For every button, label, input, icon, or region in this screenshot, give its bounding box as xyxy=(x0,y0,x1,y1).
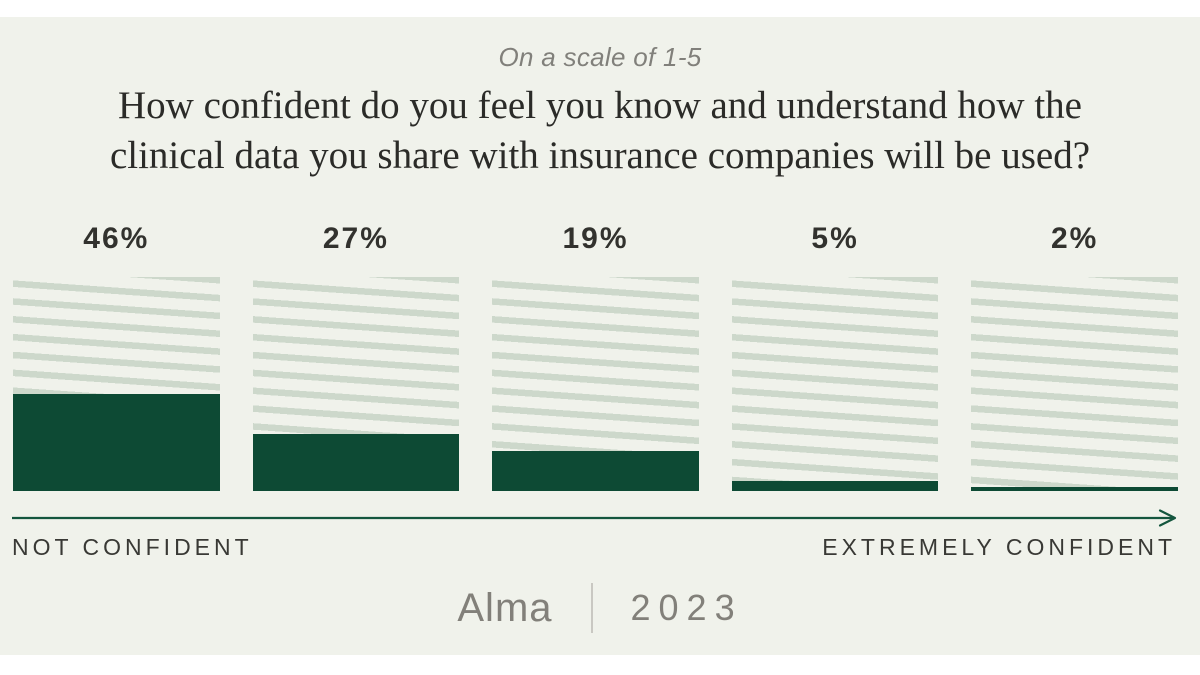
chart-subtitle: On a scale of 1-5 xyxy=(498,42,702,72)
footer-year: 2023 xyxy=(630,587,743,628)
bar-value-label: 2% xyxy=(1050,222,1099,255)
chart-title: How confident do you feel you know and u… xyxy=(0,81,1200,181)
footer: Alma 2023 xyxy=(0,583,1200,633)
bar-fill xyxy=(252,434,460,491)
brand-logo: Alma xyxy=(457,585,553,630)
chart-canvas: On a scale of 1-5 How confident do you f… xyxy=(0,17,1200,655)
bar-track xyxy=(13,277,220,491)
axis-labels: NOT CONFIDENT EXTREMELY CONFIDENT xyxy=(12,533,1176,561)
axis-label-right: EXTREMELY CONFIDENT xyxy=(822,534,1176,560)
bar-fill xyxy=(492,451,699,491)
bar-group: 27% xyxy=(252,221,460,491)
axis-arrow xyxy=(12,509,1178,527)
bar-fill xyxy=(731,480,939,491)
bar-fill xyxy=(13,394,220,491)
bar-group: 5% xyxy=(731,221,939,491)
chart-title-line-2: clinical data you share with insurance c… xyxy=(109,134,1091,177)
arrow-right-icon xyxy=(12,509,1177,527)
bar-group: 19% xyxy=(492,221,699,491)
bar-track xyxy=(492,277,699,491)
bar-track xyxy=(731,277,939,491)
bar-group: 46% xyxy=(13,221,220,491)
axis-label-left: NOT CONFIDENT xyxy=(12,534,253,560)
bar-value-label: 46% xyxy=(83,222,150,255)
bar-group: 2% xyxy=(971,221,1178,491)
bar-value-label: 27% xyxy=(322,222,389,255)
bar-track xyxy=(252,277,460,491)
footer-divider xyxy=(590,583,593,633)
bar-fill xyxy=(971,486,1178,491)
bar-chart: 46% 27% 19% 5% 2% xyxy=(13,221,1178,491)
bar-value-label: 19% xyxy=(562,222,629,255)
bar-track xyxy=(971,277,1178,491)
bar-value-label: 5% xyxy=(811,222,859,255)
chart-title-line-1: How confident do you feel you know and u… xyxy=(118,84,1082,127)
